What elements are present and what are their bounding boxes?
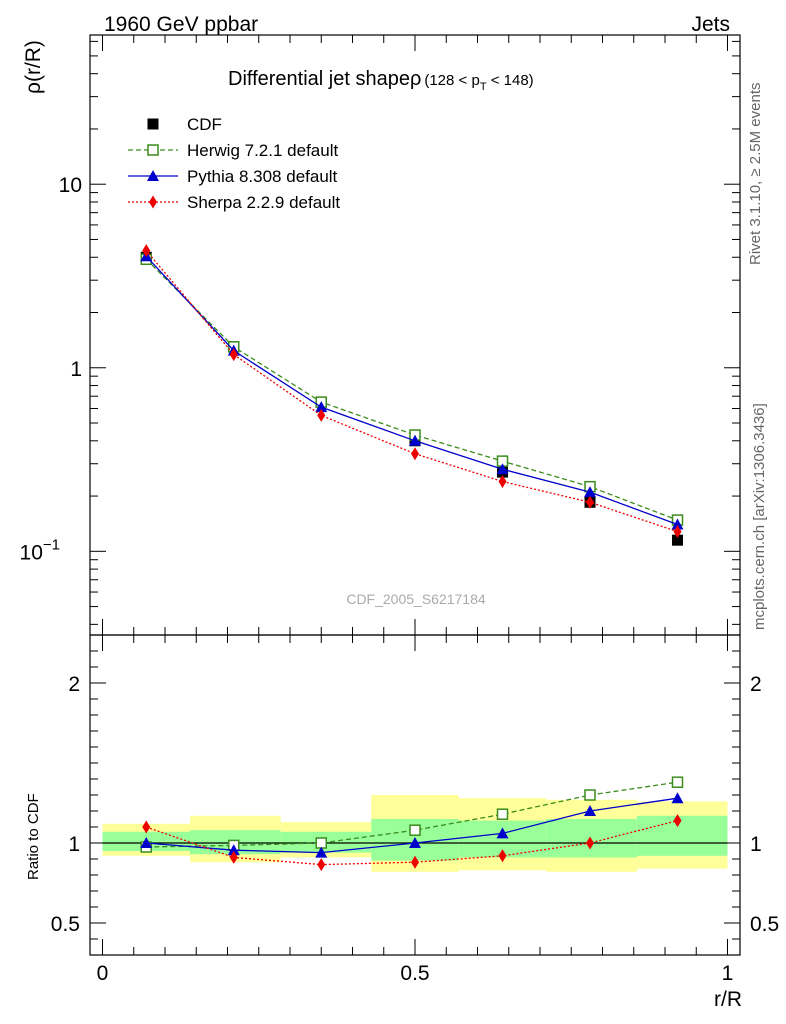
header-left: 1960 GeV ppbar [104, 13, 258, 36]
plot-title: Differential jet shapeρ (128 < pT < 148) [228, 68, 534, 93]
legend: CDF Herwig 7.2.1 default Pythia 8.308 defa… [128, 115, 340, 212]
legend-label: Sherpa 2.2.9 default [187, 193, 340, 212]
ratio-point [409, 824, 421, 836]
side-text-upper: Rivet 3.1.10, ≥ 2.5M events [747, 83, 764, 266]
ratio-series-sherpa-2-2-9-default [142, 814, 682, 872]
data-point [229, 348, 238, 362]
ratio-point [584, 789, 596, 801]
title-main: Differential jet shapeρ [228, 68, 421, 90]
data-point [673, 525, 682, 539]
ratio-ytick-label-right: 2 [750, 673, 762, 696]
data-point [586, 495, 594, 509]
ratio-xtick-label: 0 [97, 962, 109, 985]
series-pythia-8-308-default [140, 250, 684, 530]
ratio-point [315, 837, 327, 849]
ratio-point [229, 850, 238, 864]
ratio-ytick-label-right: 0.5 [750, 913, 779, 936]
legend-marker [147, 170, 159, 181]
ratio-ytick-label-right: 1 [750, 833, 762, 856]
main-ylabel: ρ(r/R) [22, 40, 45, 94]
main-ytick-label: 10−1 [20, 536, 60, 564]
ratio-point [496, 808, 509, 820]
ratio-point [227, 844, 240, 856]
legend-marker [147, 144, 159, 156]
uncertainty-band-inner [546, 819, 637, 858]
ratio-series-pythia-8-308-default [140, 792, 684, 858]
data-point [496, 463, 509, 475]
legend-entry: Sherpa 2.2.9 default [128, 193, 340, 212]
ratio-point [317, 858, 326, 872]
legend-marker [149, 195, 157, 209]
ratio-point [315, 846, 328, 858]
ratio-point [584, 805, 596, 816]
watermark: CDF_2005_S6217184 [346, 591, 486, 607]
main-panel: 10 1 10−1 ρ(r/R) CDF_2005_S6217184 Differe… [20, 34, 741, 636]
ratio-point [140, 837, 153, 848]
series-herwig-7-2-1-default [140, 253, 684, 526]
data-point [671, 518, 684, 530]
ratio-ytick-label: 0.5 [51, 913, 80, 936]
ratio-xtick-label: 0.5 [400, 962, 429, 985]
header-right: Jets [691, 13, 730, 36]
series-line [145, 250, 678, 533]
ratio-point [409, 837, 421, 848]
main-ytick-label: 1 [70, 358, 82, 381]
ratio-ytick-label: 2 [68, 673, 80, 696]
ratio-ytick-label: 1 [68, 833, 80, 856]
legend-label: CDF [187, 115, 222, 134]
ratio-panel: 2 2 1 1 0.5 0.5 0 0.5 1 Ratio to CDF r/R [25, 634, 779, 1011]
ratio-point [671, 792, 684, 804]
main-ytick-label: 10 [59, 174, 82, 197]
legend-entry: Herwig 7.2.1 default [128, 141, 338, 160]
ratio-point [498, 849, 507, 863]
data-point [142, 244, 151, 258]
series-line [145, 258, 678, 521]
data-point [409, 434, 421, 446]
ratio-xtick-label: 1 [722, 962, 734, 985]
legend-label: Pythia 8.308 default [187, 167, 338, 186]
ratio-point [496, 827, 509, 839]
ratio-ylabel: Ratio to CDF [25, 793, 42, 880]
title-sub-end: < 148) [487, 72, 534, 89]
data-point [315, 401, 328, 413]
title-sub-index: T [480, 81, 487, 93]
ratio-point [673, 814, 682, 828]
side-text-lower: mcplots.cern.ch [arXiv:1306.3436] [751, 403, 768, 630]
data-point [317, 408, 326, 422]
ratio-point [586, 836, 594, 850]
data-point [411, 447, 419, 461]
uncertainty-band-inner [636, 815, 728, 856]
legend-entry: Pythia 8.308 default [128, 167, 338, 186]
legend-marker [147, 118, 159, 130]
data-point [498, 475, 507, 489]
legend-label: Herwig 7.2.1 default [187, 141, 338, 160]
data-point [584, 486, 596, 498]
ratio-point [142, 820, 151, 834]
ratio-point [411, 855, 419, 869]
series-line [145, 255, 678, 526]
ratio-xlabel: r/R [714, 988, 742, 1011]
ratio-point [671, 776, 684, 788]
legend-entry: CDF [147, 115, 222, 134]
series-cdf [140, 251, 683, 546]
ratio-frame [89, 634, 741, 956]
data-point [672, 534, 683, 546]
series-sherpa-2-2-9-default [142, 244, 682, 539]
title-sub: (128 < p [424, 72, 479, 89]
